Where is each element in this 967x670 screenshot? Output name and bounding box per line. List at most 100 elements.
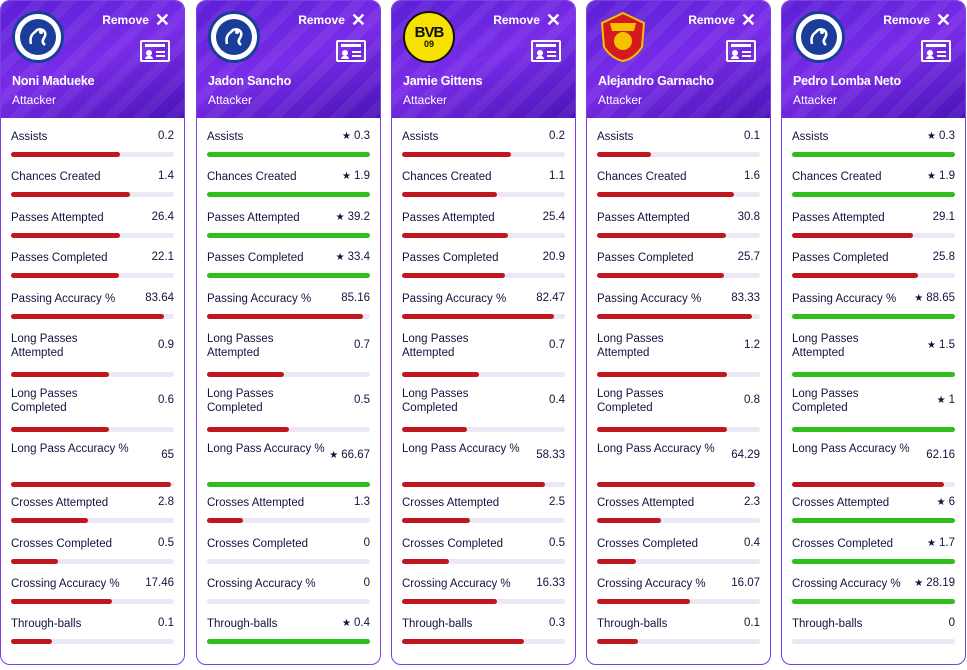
stat-value: 0.4 — [549, 394, 565, 406]
stat-value-text: 1.9 — [354, 170, 370, 182]
stat-bar-fill — [402, 482, 546, 487]
stat-row: Crosses Completed 0.5 — [402, 537, 565, 571]
stat-value: ★ 1.9 — [927, 170, 955, 182]
remove-button[interactable]: Remove ✕ — [102, 10, 170, 30]
player-card: Remove ✕ Pedro Lomba Neto Attacker Assists ★ 0… — [781, 0, 966, 665]
stat-row: Chances Created ★ 1.9 — [792, 170, 955, 204]
stat-bar-track — [11, 192, 174, 197]
stat-row: Long Pass Accuracy % 65 — [11, 442, 174, 487]
card-header: Remove ✕ Jadon Sancho Attacker — [197, 1, 380, 118]
stat-row: Crosses Attempted 2.3 — [597, 496, 760, 530]
remove-button[interactable]: Remove ✕ — [688, 10, 756, 30]
stat-value-text: 39.2 — [347, 211, 370, 223]
star-icon: ★ — [342, 171, 351, 182]
stat-value-text: 0.4 — [549, 394, 565, 406]
remove-label: Remove — [298, 13, 345, 27]
stat-value: 0.5 — [354, 394, 370, 406]
stat-label: Passes Completed — [207, 252, 304, 264]
card-header: Remove ✕ Alejandro Garnacho Attacker — [587, 1, 770, 118]
stat-bar-track — [11, 559, 174, 564]
stat-label: Crosses Completed — [792, 538, 893, 550]
player-position: Attacker — [793, 93, 838, 107]
stat-label: Passes Attempted — [402, 212, 495, 224]
stat-row: Passing Accuracy % 83.64 — [11, 292, 174, 326]
stat-label: Assists — [11, 131, 48, 143]
stat-value: ★ 0.3 — [342, 130, 370, 142]
remove-button[interactable]: Remove ✕ — [493, 10, 561, 30]
stat-value: ★ 66.67 — [329, 449, 370, 461]
stat-bar-fill — [792, 372, 955, 377]
stat-value: 25.8 — [933, 251, 955, 263]
id-card-icon[interactable] — [921, 40, 951, 62]
id-card-icon[interactable] — [726, 40, 756, 62]
stat-row: Long Passes Attempted 0.7 — [207, 332, 370, 377]
close-icon[interactable]: ✕ — [154, 10, 170, 30]
stat-label: Passes Completed — [792, 252, 889, 264]
stat-bar-fill — [11, 372, 109, 377]
stat-bar-track — [11, 372, 174, 377]
stat-value: 0.1 — [744, 130, 760, 142]
stat-bar-fill — [11, 518, 88, 523]
player-name: Jamie Gittens — [403, 74, 483, 88]
stat-label: Crossing Accuracy % — [11, 578, 120, 590]
close-icon[interactable]: ✕ — [545, 10, 561, 30]
stat-bar-track — [792, 273, 955, 278]
stat-bar-track — [402, 314, 565, 319]
id-card-icon[interactable] — [531, 40, 561, 62]
stat-row: Long Pass Accuracy % 64.29 — [597, 442, 760, 487]
stat-label: Crosses Attempted — [207, 497, 305, 509]
id-card-icon[interactable] — [336, 40, 366, 62]
stat-value: ★ 0.4 — [342, 617, 370, 629]
stat-label: Passes Completed — [597, 252, 694, 264]
stat-bar-fill — [207, 314, 364, 319]
stat-value-text: 0.1 — [744, 130, 760, 142]
stat-bar-fill — [11, 314, 165, 319]
remove-button[interactable]: Remove ✕ — [883, 10, 951, 30]
stat-bar-track — [597, 152, 760, 157]
remove-button[interactable]: Remove ✕ — [298, 10, 366, 30]
stat-row: Long Pass Accuracy % 58.33 — [402, 442, 565, 487]
stat-bar-fill — [402, 192, 497, 197]
stat-value-text: 65 — [161, 449, 174, 461]
stat-bar-track — [597, 639, 760, 644]
stat-row: Through-balls 0.1 — [597, 617, 760, 651]
stat-bar-fill — [207, 233, 370, 238]
stat-bar-track — [402, 639, 565, 644]
stat-label: Long Passes Attempted — [402, 333, 469, 359]
stat-value: 0.5 — [549, 537, 565, 549]
id-card-icon[interactable] — [140, 40, 170, 62]
stat-bar-fill — [402, 599, 497, 604]
stat-bar-track — [207, 273, 370, 278]
stat-label: Chances Created — [792, 171, 882, 183]
stat-value: ★ 0.3 — [927, 130, 955, 142]
stat-label: Long Passes Completed — [11, 388, 78, 414]
stat-bar-track — [597, 192, 760, 197]
stat-value: ★ 39.2 — [336, 211, 370, 223]
stat-row: Passing Accuracy % ★ 88.65 — [792, 292, 955, 326]
stat-row: Crossing Accuracy % ★ 28.19 — [792, 577, 955, 611]
close-icon[interactable]: ✕ — [935, 10, 951, 30]
stat-bar-fill — [597, 372, 728, 377]
stat-label: Long Pass Accuracy % — [11, 443, 129, 455]
stat-value-text: 1.2 — [744, 339, 760, 351]
stat-value: ★ 88.65 — [914, 292, 955, 304]
card-header: Remove ✕ Noni Madueke Attacker — [1, 1, 184, 118]
stat-label: Crosses Completed — [402, 538, 503, 550]
club-crest-icon — [793, 11, 845, 63]
stat-value-text: 0.4 — [744, 537, 760, 549]
stat-row: Long Passes Completed ★ 1 — [792, 387, 955, 432]
stat-value: 25.4 — [543, 211, 565, 223]
close-icon[interactable]: ✕ — [740, 10, 756, 30]
close-icon[interactable]: ✕ — [350, 10, 366, 30]
stat-value-text: 6 — [948, 496, 955, 508]
stat-row: Long Passes Completed 0.5 — [207, 387, 370, 432]
stat-label: Passes Attempted — [11, 212, 104, 224]
stat-row: Long Passes Attempted 0.9 — [11, 332, 174, 377]
stat-row: Passes Completed ★ 33.4 — [207, 251, 370, 285]
stat-value: 2.5 — [549, 496, 565, 508]
stat-label: Crosses Completed — [11, 538, 112, 550]
stat-row: Passes Attempted 29.1 — [792, 211, 955, 245]
stat-value-text: 1 — [948, 394, 955, 406]
star-icon: ★ — [927, 131, 936, 142]
stat-row: Chances Created ★ 1.9 — [207, 170, 370, 204]
